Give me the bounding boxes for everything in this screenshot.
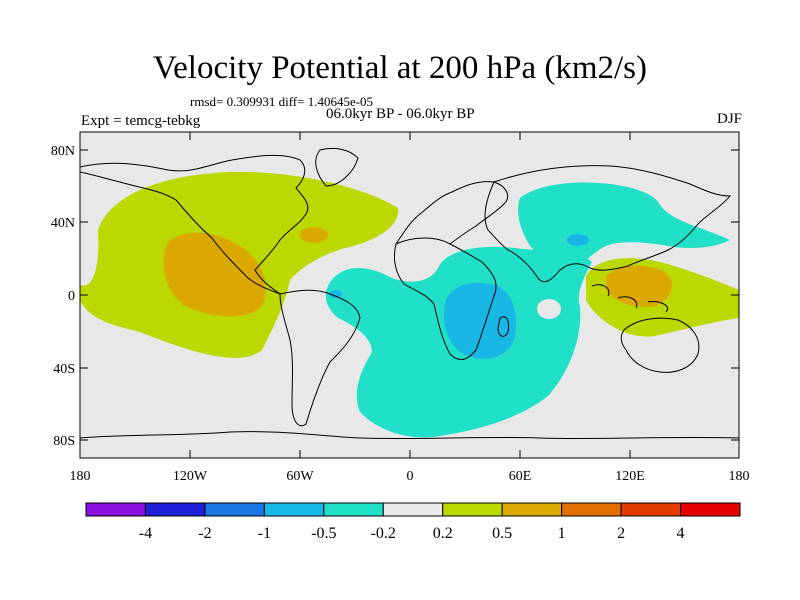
colorbar-label: -2 xyxy=(198,525,211,542)
lon-axis: 180 120W 60W 0 60E 120E 180 xyxy=(70,132,750,484)
colorbar-label: -0.2 xyxy=(371,525,396,542)
negative-spot-asia xyxy=(567,234,589,246)
negative-region-africa-core xyxy=(443,282,517,359)
colorbar-segment xyxy=(561,502,622,517)
lon-label-180e: 180 xyxy=(729,469,750,484)
lat-label-40n: 40N xyxy=(51,216,75,231)
lat-label-80s: 80S xyxy=(53,434,75,449)
field-shading xyxy=(80,171,739,438)
colorbar-segment xyxy=(680,502,741,517)
coastline-maritime-islands xyxy=(591,284,668,313)
rmsd-stats: rmsd= 0.309931 diff= 1.40645e-05 xyxy=(190,94,374,109)
experiment-label: Expt = temcg-tebkg xyxy=(81,113,201,129)
colorbar: -4 -2 -1 -0.5 -0.2 0.2 0.5 1 2 4 xyxy=(85,502,741,542)
coastline-greenland xyxy=(315,147,359,187)
season-label: DJF xyxy=(716,111,742,127)
lon-label-60w: 60W xyxy=(286,469,314,484)
colorbar-label: 4 xyxy=(677,525,685,542)
colorbar-segment xyxy=(204,502,265,517)
colorbar-segment xyxy=(382,502,444,517)
colorbar-label: -4 xyxy=(139,525,152,542)
lat-label-40s: 40S xyxy=(53,362,75,377)
colorbar-segment xyxy=(620,502,682,517)
colorbar-label: -0.5 xyxy=(311,525,336,542)
colorbar-segment xyxy=(263,502,325,517)
lon-label-180w: 180 xyxy=(70,469,91,484)
coastline-antarctica xyxy=(80,431,739,440)
period-label: 06.0kyr BP - 06.0kyr BP xyxy=(326,106,475,122)
positive-spot-atlantic xyxy=(300,227,328,243)
coastlines xyxy=(80,147,739,440)
positive-region-americas-core xyxy=(163,232,266,317)
plot-title: Velocity Potential at 200 hPa (km2/s) xyxy=(152,50,648,86)
colorbar-segment xyxy=(323,502,384,517)
colorbar-label: 0.5 xyxy=(492,525,512,542)
colorbar-label: 0.2 xyxy=(433,525,453,542)
colorbar-segment xyxy=(442,502,503,517)
coastline-africa xyxy=(393,237,497,360)
colorbar-label: -1 xyxy=(258,525,271,542)
lon-label-120e: 120E xyxy=(615,469,645,484)
lon-label-120w: 120W xyxy=(173,469,208,484)
background-hole-indian-ocean xyxy=(537,299,561,319)
lat-label-80n: 80N xyxy=(51,144,75,159)
coastline-north-america xyxy=(80,154,309,295)
lat-axis: 80N 40N 0 40S 80S xyxy=(51,144,739,449)
colorbar-label: 2 xyxy=(617,525,625,542)
coastline-australia xyxy=(620,317,700,373)
colorbar-segment xyxy=(501,502,563,517)
lon-label-0: 0 xyxy=(407,469,414,484)
colorbar-label: 1 xyxy=(558,525,566,542)
colorbar-segment xyxy=(85,502,146,517)
negative-spot-atlantic xyxy=(330,290,342,298)
negative-region-eurasia xyxy=(518,182,730,276)
coastline-asia xyxy=(484,165,732,283)
lon-label-60e: 60E xyxy=(509,469,532,484)
colorbar-segment xyxy=(144,502,206,517)
lat-label-eq: 0 xyxy=(68,289,75,304)
coastline-south-america xyxy=(279,289,361,427)
coastline-madagascar xyxy=(497,316,509,337)
